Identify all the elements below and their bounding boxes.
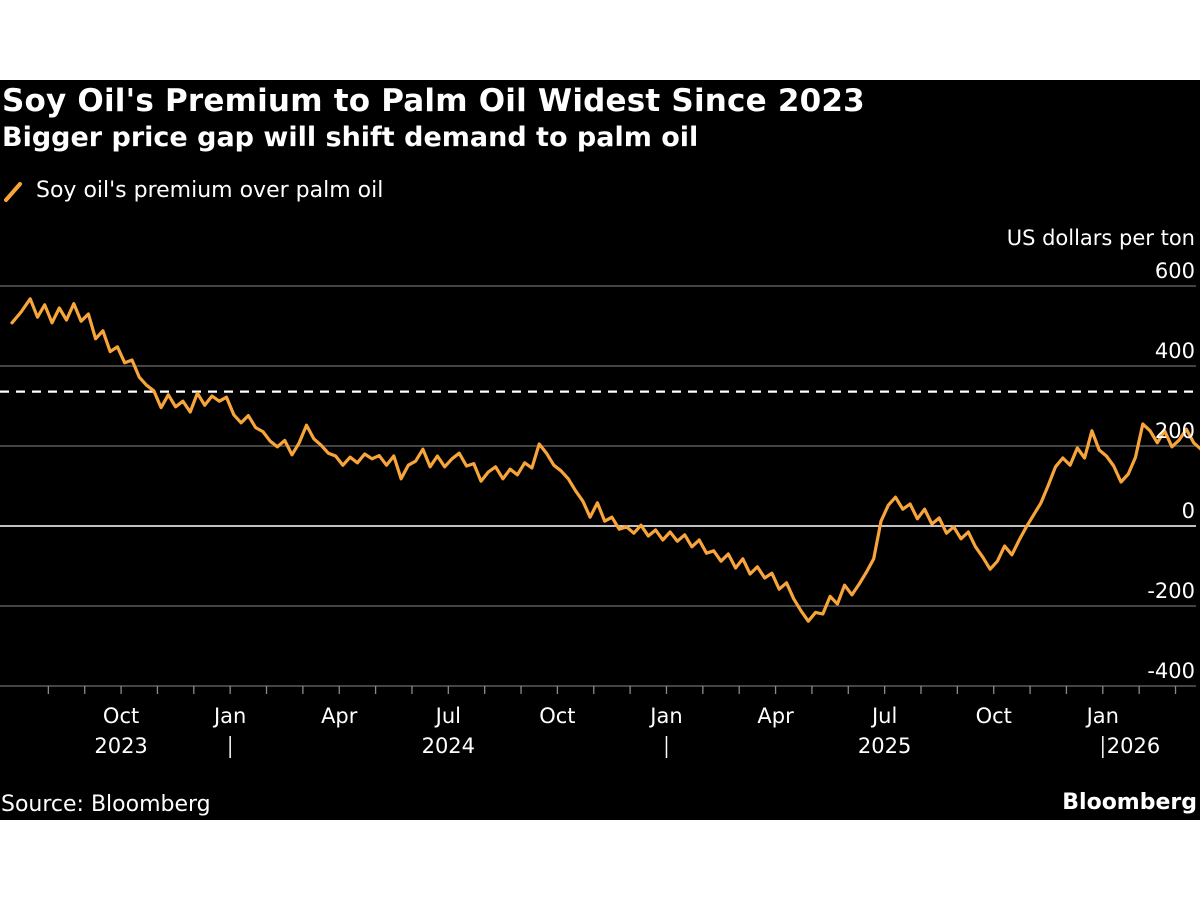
y-axis-unit-label: US dollars per ton [1007, 226, 1195, 250]
series-line [10, 297, 1200, 623]
chart-panel: Soy Oil's Premium to Palm Oil Widest Sin… [0, 80, 1200, 820]
chart-subtitle: Bigger price gap will shift demand to pa… [2, 122, 699, 153]
y-tick-label: 600 [1155, 259, 1195, 283]
x-month-label: Jan [648, 704, 682, 728]
y-tick-label: -200 [1147, 579, 1195, 603]
chart-plot: US dollars per ton 600 400 200 0 -200 -400 Oct J… [0, 226, 1200, 758]
x-month-label: Oct [539, 704, 575, 728]
x-year-label: 2023 [94, 734, 147, 758]
y-tick-label: 200 [1155, 419, 1195, 443]
chart-title: Soy Oil's Premium to Palm Oil Widest Sin… [2, 83, 865, 119]
x-month-label: Apr [757, 704, 794, 728]
y-tick-label: 400 [1155, 339, 1195, 363]
legend-label: Soy oil's premium over palm oil [36, 178, 384, 203]
x-year-label: 2024 [422, 734, 475, 758]
x-month-label: Apr [321, 704, 358, 728]
x-axis [47, 686, 1177, 758]
x-month-label: Oct [976, 704, 1012, 728]
y-tick-label: -400 [1147, 659, 1195, 683]
series-group [10, 297, 1200, 623]
x-year-label: 2025 [858, 734, 911, 758]
legend-swatch [4, 182, 22, 202]
x-year-label: 2026 [1107, 734, 1160, 758]
x-month-label: Jan [1085, 704, 1119, 728]
source-note: Source: Bloomberg [1, 792, 211, 817]
grid-lines [0, 285, 1196, 687]
brand-logo: Bloomberg [1062, 790, 1197, 815]
x-month-label: Jan [212, 704, 246, 728]
axis-labels: US dollars per ton 600 400 200 0 -200 -400 Oct J… [94, 226, 1195, 758]
x-month-label: Jul [870, 704, 897, 728]
x-month-label: Oct [103, 704, 139, 728]
x-month-label: Jul [434, 704, 461, 728]
y-tick-label: 0 [1182, 499, 1195, 523]
